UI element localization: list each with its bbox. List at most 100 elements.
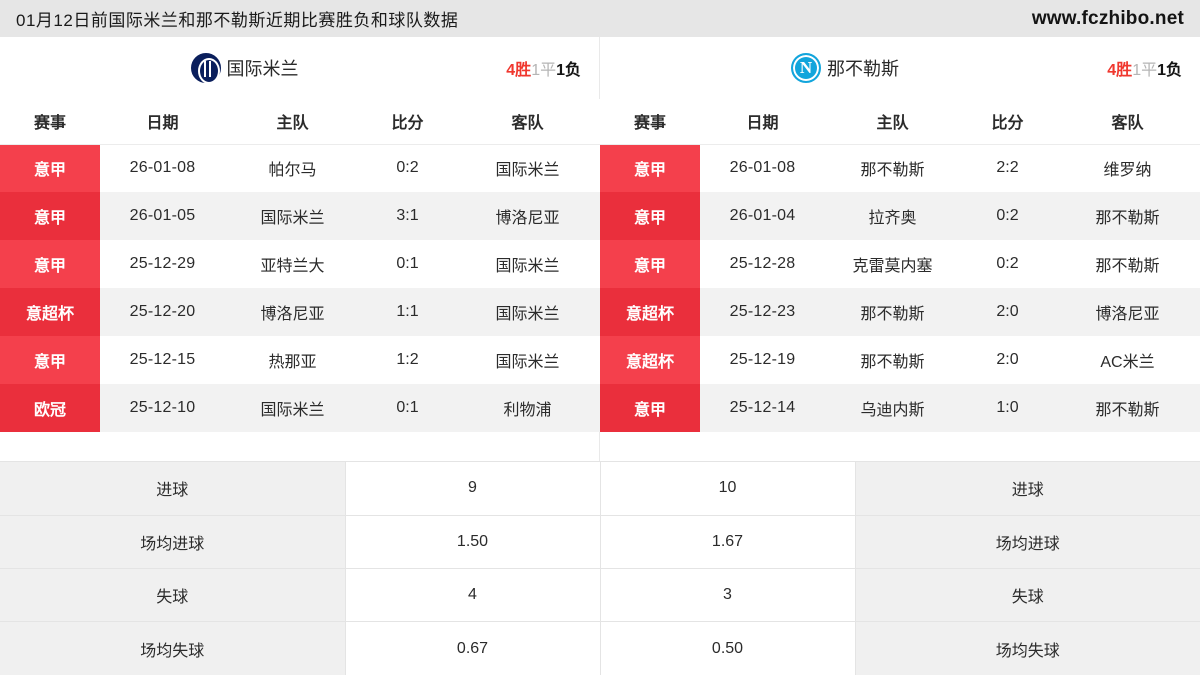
record-losses-left: 1负 [556, 62, 581, 79]
table-row[interactable]: 意甲 26-01-05 国际米兰 3:1 博洛尼亚 [0, 192, 600, 240]
match-cell-home-team: 克雷莫内塞 [825, 240, 960, 288]
table-row[interactable]: 欧冠 25-12-10 国际米兰 0:1 利物浦 [0, 384, 600, 432]
match-table-left: 赛事 日期 主队 比分 客队 意甲 26-01-08 帕尔马 0:2 国际米兰 意甲 26-… [0, 99, 600, 432]
team-stats-section: 进球 9 10 进球 场均进球 1.50 1.67 场均进球 失球 4 3 失球 场均失球 0.67 0.5… [0, 461, 1200, 675]
table-row[interactable]: 意超杯 25-12-23 那不勒斯 2:0 博洛尼亚 [600, 288, 1200, 336]
table-row[interactable]: 意甲 26-01-04 拉齐奥 0:2 那不勒斯 [600, 192, 1200, 240]
table-row[interactable]: 意超杯 25-12-20 博洛尼亚 1:1 国际米兰 [0, 288, 600, 336]
match-cell-competition: 意超杯 [600, 336, 700, 384]
stats-label-right: 场均失球 [855, 621, 1200, 675]
match-cell-away-team: 那不勒斯 [1055, 192, 1200, 240]
match-cell-competition: 意甲 [600, 192, 700, 240]
match-cell-date: 26-01-08 [100, 144, 225, 192]
stats-value-right: 0.50 [600, 621, 856, 675]
match-cell-date: 25-12-28 [700, 240, 825, 288]
match-cell-away-team: 维罗纳 [1055, 144, 1200, 192]
napoli-logo-icon: N [791, 53, 821, 83]
match-tables: 赛事 日期 主队 比分 客队 意甲 26-01-08 帕尔马 0:2 国际米兰 意甲 26-… [0, 99, 1200, 461]
site-watermark: www.fczhibo.net [1031, 7, 1184, 29]
match-cell-away-team: 国际米兰 [455, 336, 600, 384]
match-cell-date: 25-12-20 [100, 288, 225, 336]
table-row[interactable]: 意甲 25-12-14 乌迪内斯 1:0 那不勒斯 [600, 384, 1200, 432]
match-cell-score: 0:2 [960, 240, 1055, 288]
match-cell-away-team: 国际米兰 [455, 240, 600, 288]
match-cell-home-team: 乌迪内斯 [825, 384, 960, 432]
stats-value-right: 1.67 [600, 515, 856, 570]
match-cell-date: 25-12-23 [700, 288, 825, 336]
match-cell-competition: 意甲 [600, 384, 700, 432]
match-cell-date: 26-01-08 [700, 144, 825, 192]
match-cell-home-team: 拉齐奥 [825, 192, 960, 240]
stats-value-right: 3 [600, 568, 856, 623]
team-record-left: 4胜1平1负 [506, 56, 581, 80]
stats-row: 场均进球 1.50 1.67 场均进球 [0, 515, 1200, 570]
stats-label-left: 场均进球 [0, 515, 346, 570]
match-cell-score: 0:1 [360, 240, 455, 288]
match-cell-competition: 欧冠 [0, 384, 100, 432]
col-header-away: 客队 [1055, 99, 1200, 145]
match-cell-home-team: 国际米兰 [225, 192, 360, 240]
table-row[interactable]: 意甲 26-01-08 帕尔马 0:2 国际米兰 [0, 144, 600, 192]
stats-row: 场均失球 0.67 0.50 场均失球 [0, 621, 1200, 675]
inter-milan-logo-icon [190, 53, 221, 84]
col-header-date: 日期 [700, 99, 825, 145]
match-cell-competition: 意超杯 [0, 288, 100, 336]
col-header-competition: 赛事 [0, 99, 100, 145]
table-row[interactable]: 意甲 26-01-08 那不勒斯 2:2 维罗纳 [600, 144, 1200, 192]
record-draws-right: 1平 [1132, 62, 1158, 79]
match-cell-away-team: 国际米兰 [455, 144, 600, 192]
match-cell-away-team: 那不勒斯 [1055, 384, 1200, 432]
stats-value-left: 0.67 [345, 621, 601, 675]
match-cell-home-team: 热那亚 [225, 336, 360, 384]
table-row[interactable]: 意超杯 25-12-19 那不勒斯 2:0 AC米兰 [600, 336, 1200, 384]
match-cell-home-team: 那不勒斯 [825, 336, 960, 384]
team-header-right[interactable]: N 那不勒斯 4胜1平1负 [600, 37, 1200, 99]
match-cell-date: 25-12-10 [100, 384, 225, 432]
record-wins-left: 4胜 [506, 62, 532, 79]
col-header-away: 客队 [455, 99, 600, 145]
match-cell-competition: 意甲 [0, 240, 100, 288]
stats-value-left: 4 [345, 568, 601, 623]
match-table-right-wrap: 赛事 日期 主队 比分 客队 意甲 26-01-08 那不勒斯 2:2 维罗纳 意甲 26-… [600, 99, 1200, 461]
match-cell-away-team: 博洛尼亚 [1055, 288, 1200, 336]
match-cell-competition: 意甲 [0, 336, 100, 384]
col-header-score: 比分 [360, 99, 455, 145]
match-cell-home-team: 亚特兰大 [225, 240, 360, 288]
table-row[interactable]: 意甲 25-12-29 亚特兰大 0:1 国际米兰 [0, 240, 600, 288]
stats-value-right: 10 [600, 462, 856, 516]
match-cell-home-team: 博洛尼亚 [225, 288, 360, 336]
col-header-home: 主队 [825, 99, 960, 145]
match-cell-home-team: 帕尔马 [225, 144, 360, 192]
col-header-home: 主队 [225, 99, 360, 145]
stats-value-left: 9 [345, 462, 601, 516]
match-cell-away-team: 利物浦 [455, 384, 600, 432]
match-cell-score: 1:2 [360, 336, 455, 384]
col-header-date: 日期 [100, 99, 225, 145]
team-identity-left: 国际米兰 [0, 53, 544, 84]
team-header-left[interactable]: 国际米兰 4胜1平1负 [0, 37, 600, 99]
match-cell-away-team: 博洛尼亚 [455, 192, 600, 240]
stats-row: 进球 9 10 进球 [0, 462, 1200, 516]
match-cell-score: 2:0 [960, 288, 1055, 336]
match-table-right: 赛事 日期 主队 比分 客队 意甲 26-01-08 那不勒斯 2:2 维罗纳 意甲 26-… [600, 99, 1200, 432]
stats-label-left: 失球 [0, 568, 346, 623]
stats-label-right: 场均进球 [855, 515, 1200, 570]
record-wins-right: 4胜 [1107, 62, 1133, 79]
match-cell-date: 25-12-19 [700, 336, 825, 384]
table-row[interactable]: 意甲 25-12-15 热那亚 1:2 国际米兰 [0, 336, 600, 384]
table-row[interactable]: 意甲 25-12-28 克雷莫内塞 0:2 那不勒斯 [600, 240, 1200, 288]
match-cell-home-team: 那不勒斯 [825, 288, 960, 336]
title-bar: 01月12日前国际米兰和那不勒斯近期比赛胜负和球队数据 www.fczhibo.… [0, 0, 1200, 37]
match-cell-away-team: AC米兰 [1055, 336, 1200, 384]
team-stats-table: 进球 9 10 进球 场均进球 1.50 1.67 场均进球 失球 4 3 失球 场均失球 0.67 0.5… [0, 462, 1200, 675]
stats-value-left: 1.50 [345, 515, 601, 570]
match-cell-score: 0:2 [960, 192, 1055, 240]
match-cell-date: 25-12-29 [100, 240, 225, 288]
match-table-left-wrap: 赛事 日期 主队 比分 客队 意甲 26-01-08 帕尔马 0:2 国际米兰 意甲 26-… [0, 99, 600, 461]
match-cell-score: 3:1 [360, 192, 455, 240]
table-header-row: 赛事 日期 主队 比分 客队 [0, 99, 600, 145]
match-cell-score: 1:0 [960, 384, 1055, 432]
match-cell-date: 25-12-14 [700, 384, 825, 432]
match-cell-date: 26-01-05 [100, 192, 225, 240]
